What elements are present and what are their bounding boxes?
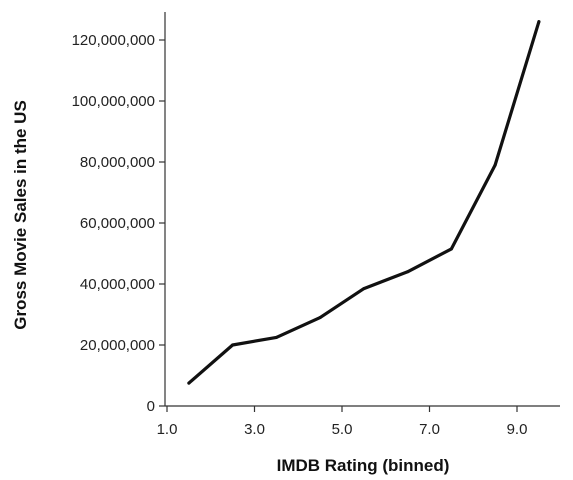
x-tick-label: 7.0 — [419, 421, 440, 438]
data-point — [318, 316, 322, 320]
y-tick-label: 20,000,000 — [80, 337, 155, 354]
x-axis-title: IMDB Rating (binned) — [277, 456, 450, 475]
x-tick-label: 5.0 — [332, 421, 353, 438]
y-tick-label: 0 — [147, 398, 155, 415]
series-line — [187, 20, 541, 385]
y-tick-label: 120,000,000 — [72, 32, 155, 49]
x-tick-label: 1.0 — [157, 421, 178, 438]
data-point — [493, 163, 497, 167]
data-point — [449, 247, 453, 251]
data-point — [231, 343, 235, 347]
data-point — [406, 270, 410, 274]
y-axis: 0 20,000,000 40,000,000 60,000,000 80,000,00… — [72, 12, 166, 415]
y-tick-label: 80,000,000 — [80, 154, 155, 171]
y-tick-label: 40,000,000 — [80, 276, 155, 293]
data-point — [537, 20, 541, 24]
y-tick-label: 100,000,000 — [72, 93, 155, 110]
x-axis: 1.0 3.0 5.0 7.0 9.0 — [157, 405, 560, 438]
data-point — [187, 381, 191, 385]
y-tick-label: 60,000,000 — [80, 215, 155, 232]
series-layer — [187, 20, 541, 385]
data-point — [362, 287, 366, 291]
x-tick-label: 9.0 — [507, 421, 528, 438]
data-point — [274, 335, 278, 339]
x-tick-label: 3.0 — [244, 421, 265, 438]
y-axis-title: Gross Movie Sales in the US — [11, 100, 30, 330]
